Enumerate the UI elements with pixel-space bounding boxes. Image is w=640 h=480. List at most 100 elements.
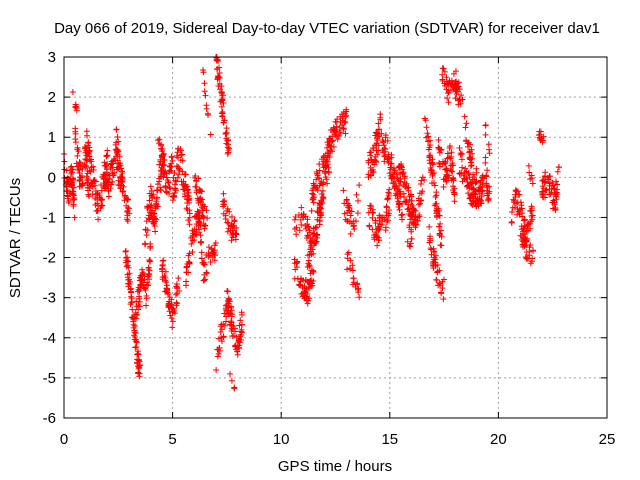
- data-point: [228, 213, 235, 220]
- data-point: [136, 293, 143, 300]
- data-point: [366, 149, 373, 156]
- data-point: [441, 68, 448, 75]
- data-point: [177, 147, 184, 154]
- data-point: [461, 175, 468, 182]
- data-point: [203, 207, 210, 214]
- data-point: [135, 363, 142, 370]
- data-point: [540, 194, 547, 201]
- data-point: [103, 153, 110, 160]
- data-point: [349, 267, 356, 274]
- data-point: [224, 307, 231, 314]
- data-point: [465, 169, 472, 176]
- data-point: [215, 335, 222, 342]
- data-point: [98, 202, 105, 209]
- data-point: [164, 177, 171, 184]
- data-point: [302, 277, 309, 284]
- data-point: [342, 130, 349, 137]
- data-point: [312, 224, 319, 231]
- data-point: [94, 207, 101, 214]
- data-point: [169, 324, 176, 331]
- data-point: [346, 207, 353, 214]
- data-point: [198, 199, 205, 206]
- data-point: [547, 191, 554, 198]
- data-point: [551, 199, 558, 206]
- data-point: [510, 196, 517, 203]
- data-point: [184, 183, 191, 190]
- data-point: [175, 171, 182, 178]
- data-point: [371, 161, 378, 168]
- data-point: [442, 158, 449, 165]
- data-point: [215, 73, 222, 80]
- data-point: [155, 137, 162, 144]
- data-point: [218, 103, 225, 110]
- data-point: [72, 104, 79, 111]
- data-point: [448, 177, 455, 184]
- data-point: [392, 184, 399, 191]
- data-point: [137, 281, 144, 288]
- data-point: [227, 370, 234, 377]
- data-point: [143, 295, 150, 302]
- data-point: [347, 212, 354, 219]
- data-point: [434, 268, 441, 275]
- data-point: [369, 209, 376, 216]
- data-point: [295, 281, 302, 288]
- data-point: [149, 193, 155, 200]
- data-point: [171, 170, 178, 177]
- data-point: [529, 212, 536, 219]
- data-point: [232, 230, 239, 237]
- data-point: [439, 65, 446, 72]
- data-point: [440, 296, 447, 303]
- data-point: [196, 215, 203, 222]
- data-point: [73, 160, 80, 167]
- data-point: [142, 287, 149, 294]
- data-point: [406, 222, 413, 229]
- data-point: [117, 160, 124, 167]
- data-point: [201, 80, 208, 87]
- data-point: [424, 130, 431, 137]
- data-point: [486, 150, 493, 157]
- data-point: [299, 214, 306, 221]
- data-point: [351, 226, 358, 233]
- data-point: [223, 129, 230, 136]
- data-point: [469, 176, 476, 183]
- data-point: [173, 300, 180, 307]
- data-point: [91, 182, 98, 189]
- data-point: [153, 195, 160, 202]
- data-point: [182, 171, 189, 178]
- data-point: [202, 92, 209, 99]
- data-point: [388, 175, 395, 182]
- data-point: [134, 356, 141, 363]
- data-point: [125, 205, 132, 212]
- data-point: [429, 156, 436, 163]
- data-point: [170, 193, 177, 200]
- data-point: [158, 141, 165, 148]
- data-point: [371, 142, 378, 149]
- data-point: [226, 208, 233, 215]
- data-point: [207, 259, 214, 266]
- data-point: [105, 186, 112, 193]
- data-point: [113, 139, 120, 146]
- data-point: [485, 190, 492, 197]
- data-point: [485, 183, 492, 190]
- data-point: [98, 187, 105, 194]
- data-point: [72, 103, 79, 110]
- data-point: [201, 88, 208, 95]
- data-point: [449, 183, 456, 190]
- data-point: [387, 172, 394, 179]
- data-point: [184, 200, 191, 207]
- data-point: [163, 189, 170, 196]
- data-point: [179, 168, 186, 175]
- data-point: [552, 207, 559, 214]
- data-point: [108, 158, 115, 165]
- data-point: [68, 170, 75, 177]
- data-point: [212, 240, 219, 247]
- data-point: [136, 370, 143, 377]
- data-point: [230, 223, 237, 230]
- data-point: [423, 124, 430, 131]
- data-point: [133, 343, 140, 350]
- data-point: [166, 303, 173, 310]
- data-point: [208, 245, 215, 252]
- data-point: [425, 133, 432, 140]
- data-point: [374, 151, 381, 158]
- data-point: [397, 193, 404, 200]
